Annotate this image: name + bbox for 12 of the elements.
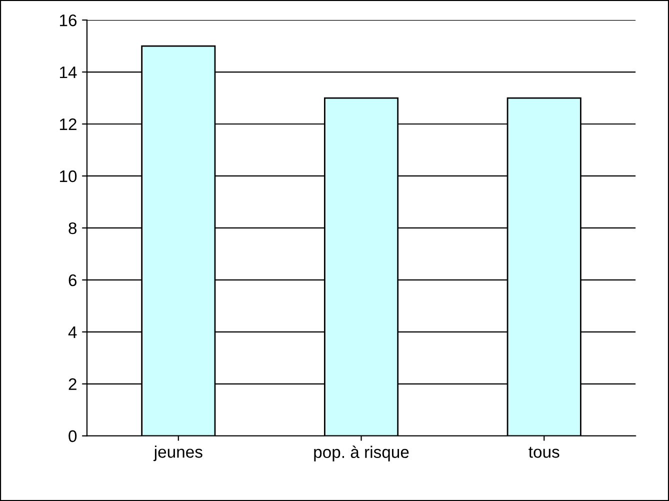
x-tick-label: tous: [528, 446, 560, 458]
y-tick-label: 0: [68, 430, 77, 442]
y-tick-label: 6: [68, 274, 77, 286]
x-tick-label: pop. à risque: [314, 446, 409, 462]
y-tick-label: 2: [68, 378, 76, 390]
y-tick-label: 14: [60, 66, 77, 78]
y-tick-label: 4: [68, 326, 77, 338]
y-tick-label: 10: [60, 170, 77, 182]
y-tick-label: 8: [68, 222, 77, 234]
y-tick-label: 12: [60, 118, 76, 130]
x-tick-label: jeunes: [153, 446, 202, 462]
y-tick-label: 16: [60, 14, 77, 26]
